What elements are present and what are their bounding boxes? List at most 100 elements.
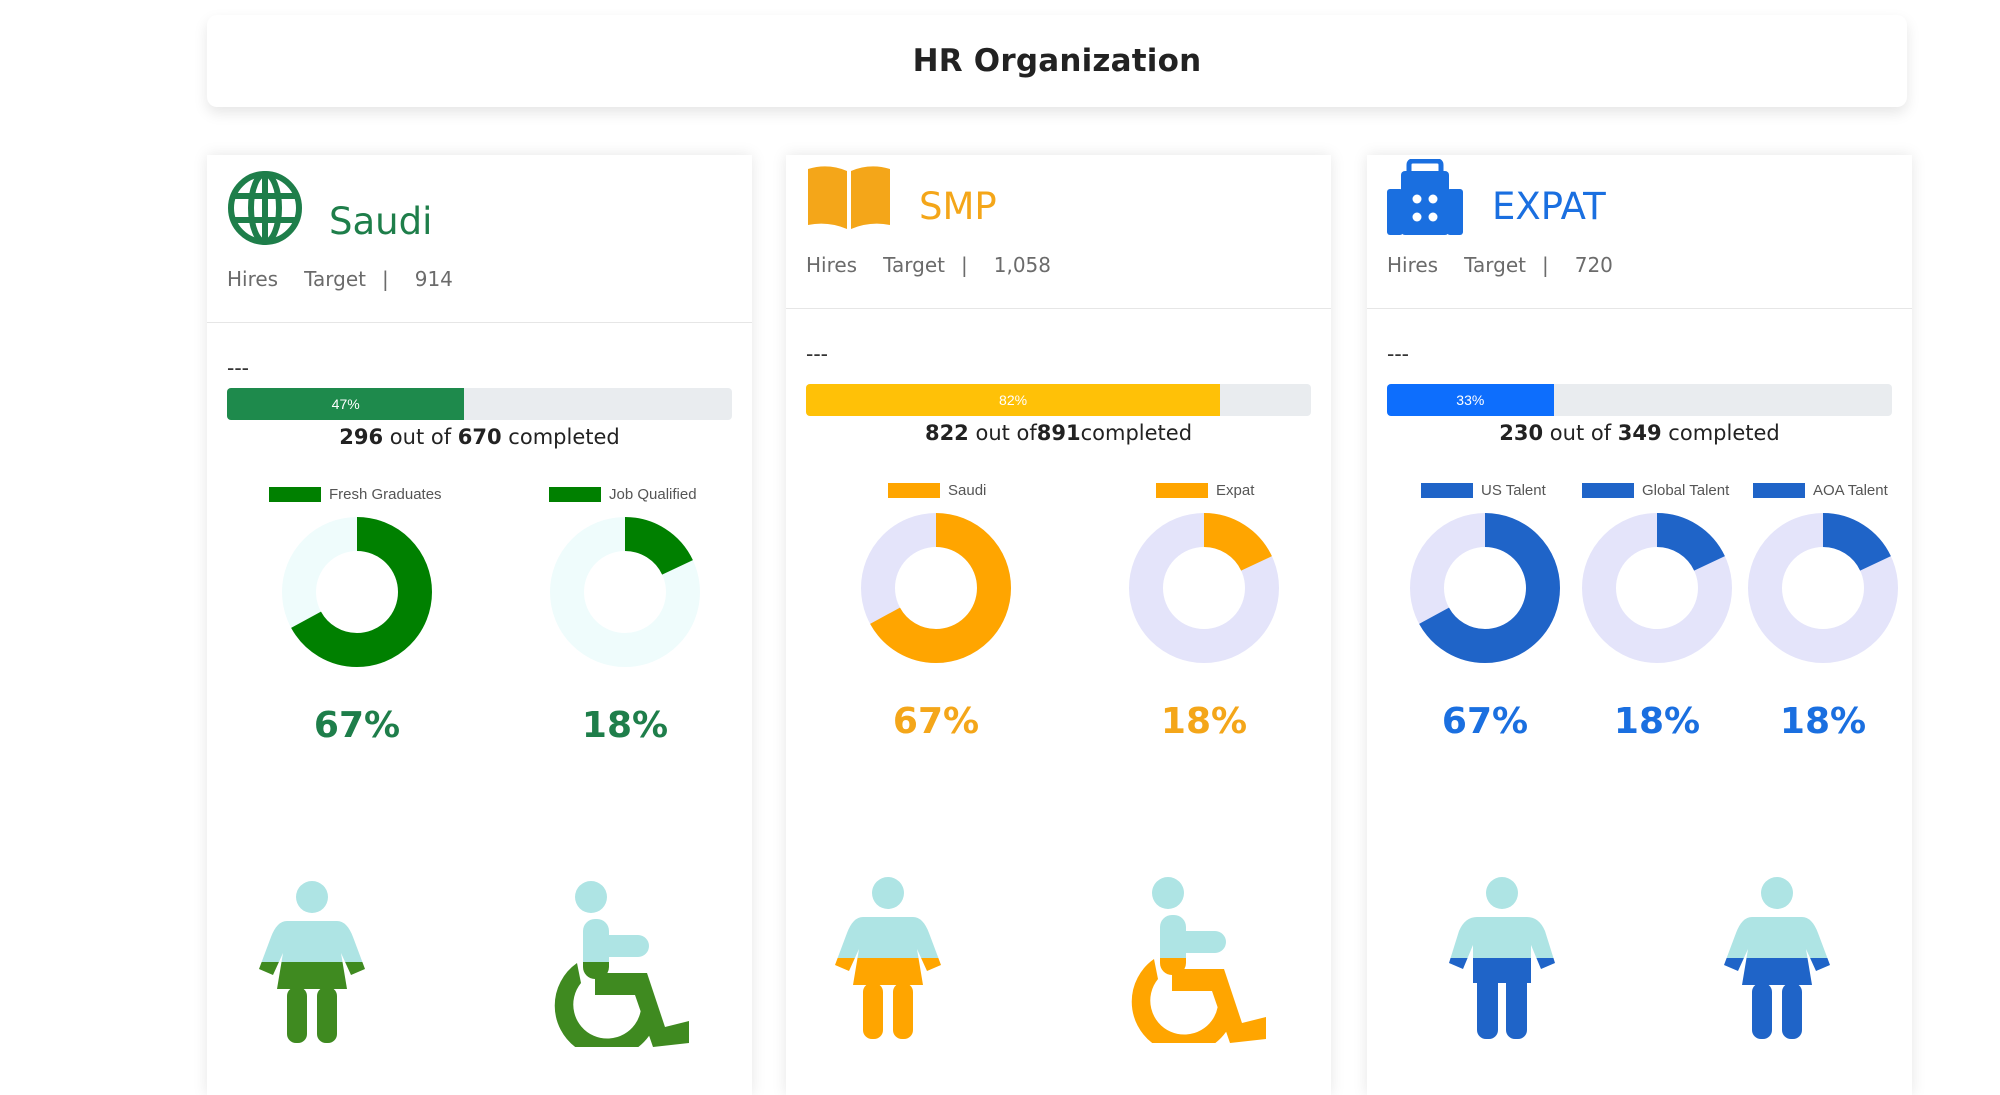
- hires-target-line: Hires Target | 914: [227, 267, 479, 291]
- donut-arc: [1748, 513, 1898, 663]
- progress-bar: 33%: [1387, 384, 1892, 416]
- donut-global-talent: [1582, 513, 1732, 663]
- donut-aoa-talent: [1748, 513, 1898, 663]
- page-title: HR Organization: [912, 43, 1202, 79]
- figure-top-fill: [554, 881, 689, 962]
- completed-suffix: completed: [1661, 421, 1780, 445]
- percent-global-talent: 18%: [1613, 701, 1701, 742]
- separator: |: [381, 267, 389, 291]
- figure-top-fill: [835, 877, 941, 958]
- figure-bottom-fill: [1131, 958, 1266, 1043]
- person-dress-icon: [1724, 877, 1830, 1039]
- progress-bar: 47%: [227, 388, 732, 420]
- completed-done: 296: [339, 425, 384, 449]
- percent-saudi: 67%: [892, 701, 980, 742]
- figure-bottom-fill: [1449, 958, 1555, 1039]
- legend-expat[interactable]: Expat: [1156, 482, 1254, 499]
- person-dress-icon: [835, 877, 941, 1039]
- percent-us-talent: 67%: [1441, 701, 1529, 742]
- legend-label: Saudi: [948, 482, 987, 499]
- book-icon: [808, 166, 890, 229]
- target-value: 1,058: [993, 253, 1051, 277]
- percent-aoa-talent: 18%: [1779, 701, 1867, 742]
- legend-global-talent[interactable]: Global Talent: [1582, 482, 1729, 499]
- target-label: Target: [883, 253, 945, 277]
- figure-bottom-fill: [259, 962, 365, 1043]
- hires-target-line: Hires Target | 1,058: [806, 253, 1077, 277]
- card-expat: EXPAT Hires Target | 720 --- 33% 230 out of…: [1367, 155, 1912, 1095]
- completed-done: 230: [1499, 421, 1544, 445]
- legend-swatch: [1421, 483, 1473, 498]
- legend-saudi[interactable]: Saudi: [888, 482, 986, 499]
- hires-label: Hires: [227, 267, 279, 291]
- completed-mid: out of: [968, 421, 1037, 445]
- wheelchair-icon: [554, 881, 689, 1047]
- globe-icon: [228, 171, 302, 245]
- donut-arc: [861, 513, 1011, 663]
- completed-text: 296 out of 670 completed: [207, 425, 752, 449]
- card-title: SMP: [919, 185, 997, 228]
- figure-top-fill: [1724, 877, 1830, 958]
- card-saudi: Saudi Hires Target | 914 --- 47% 296 out of…: [207, 155, 752, 1095]
- completed-suffix: completed: [501, 425, 620, 449]
- legend-fresh-graduates[interactable]: Fresh Graduates: [269, 486, 442, 503]
- percent-fresh-graduates: 67%: [313, 705, 401, 746]
- figure-top-fill: [259, 881, 365, 962]
- percent-expat: 18%: [1160, 701, 1248, 742]
- separator: |: [1541, 253, 1549, 277]
- legend-swatch: [888, 483, 940, 498]
- legend-aoa-talent[interactable]: AOA Talent: [1753, 482, 1888, 499]
- wheelchair-icon: [1131, 877, 1266, 1043]
- completed-done: 822: [924, 421, 969, 445]
- progress-fill: 47%: [227, 388, 465, 420]
- completed-total: 349: [1617, 421, 1662, 445]
- legend-label: Job Qualified: [609, 486, 697, 503]
- figure-top-fill: [1449, 877, 1555, 958]
- completed-total: 670: [457, 425, 502, 449]
- target-label: Target: [1464, 253, 1526, 277]
- donut-arc: [282, 517, 432, 667]
- progress-fill: 82%: [806, 384, 1221, 416]
- separator: |: [960, 253, 968, 277]
- legend-swatch: [549, 487, 601, 502]
- donut-us-talent: [1410, 513, 1560, 663]
- card-smp: SMP Hires Target | 1,058 --- 82% 822 out of…: [786, 155, 1331, 1095]
- legend-swatch: [1156, 483, 1208, 498]
- completed-total: 891: [1036, 421, 1081, 445]
- legend-label: Fresh Graduates: [329, 486, 442, 503]
- legend-swatch: [269, 487, 321, 502]
- legend-swatch: [1753, 483, 1805, 498]
- donut-arc: [1410, 513, 1560, 663]
- legend-label: AOA Talent: [1813, 482, 1888, 499]
- figure-bottom-fill: [554, 962, 689, 1047]
- donut-job-qualified: [550, 517, 700, 667]
- completed-mid: out of: [383, 425, 458, 449]
- completed-suffix: completed: [1080, 421, 1193, 445]
- progress-fill: 33%: [1387, 384, 1554, 416]
- figure-top-fill: [1131, 877, 1266, 958]
- donut-arc: [550, 517, 700, 667]
- donut-expat: [1129, 513, 1279, 663]
- completed-text: 822 out of891completed: [786, 421, 1331, 445]
- completed-mid: out of: [1543, 421, 1618, 445]
- target-value: 720: [1574, 253, 1613, 277]
- hires-target-line: Hires Target | 720: [1387, 253, 1639, 277]
- person-dress-icon: [259, 881, 365, 1043]
- legend-job-qualified[interactable]: Job Qualified: [549, 486, 697, 503]
- card-header: SMP Hires Target | 1,058: [786, 155, 1331, 309]
- legend-label: Global Talent: [1642, 482, 1730, 499]
- card-title: Saudi: [329, 200, 433, 243]
- target-value: 914: [414, 267, 453, 291]
- hires-label: Hires: [1387, 253, 1439, 277]
- figure-bottom-fill: [1724, 958, 1830, 1039]
- card-header: EXPAT Hires Target | 720: [1367, 155, 1912, 309]
- legend-swatch: [1582, 483, 1634, 498]
- page-header: HR Organization: [207, 15, 1907, 107]
- legend-us-talent[interactable]: US Talent: [1421, 482, 1546, 499]
- donut-fresh-graduates: [282, 517, 432, 667]
- dashes-text: ---: [227, 355, 249, 380]
- building-icon: [1387, 159, 1463, 235]
- target-label: Target: [304, 267, 366, 291]
- legend-label: Expat: [1216, 482, 1255, 499]
- progress-bar: 82%: [806, 384, 1311, 416]
